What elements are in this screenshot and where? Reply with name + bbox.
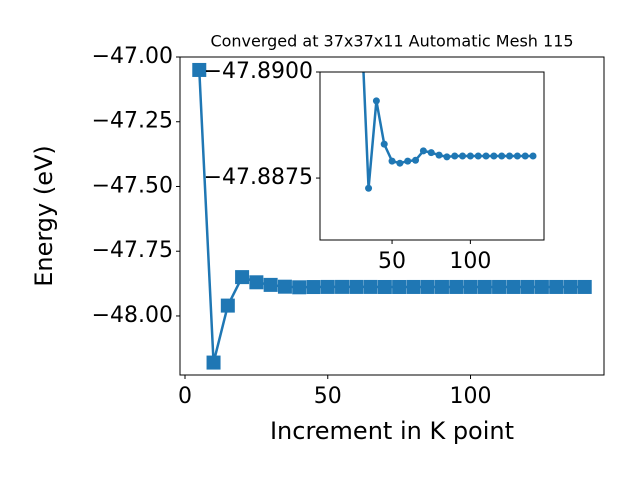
marker [434,279,449,294]
marker [377,279,392,294]
y-tick-label: −47.75 [92,238,173,263]
x-tick-label: 100 [449,249,491,274]
x-axis-label: Increment in K point [270,417,514,445]
marker [506,279,521,294]
marker [412,156,420,164]
x-tick-label: 0 [178,384,192,409]
axes-frame [319,71,545,241]
marker [420,279,435,294]
marker [477,279,492,294]
marker [263,277,278,292]
marker [549,279,564,294]
marker [388,157,396,165]
y-tick-label: −47.00 [92,44,173,69]
chart-title: Converged at 37x37x11 Automatic Mesh 115 [210,32,573,51]
marker [320,279,335,294]
marker [292,280,307,295]
marker [365,184,373,192]
marker [306,280,321,295]
marker [380,140,388,148]
marker [482,152,490,160]
marker [577,279,592,294]
marker [335,279,350,294]
marker [406,279,421,294]
marker [419,147,427,155]
y-tick-label: −47.25 [92,109,173,134]
marker [396,159,404,167]
marker [349,279,364,294]
marker [506,152,514,160]
marker [466,152,474,160]
marker [490,152,498,160]
y-tick-label: −48.00 [92,303,173,328]
y-tick-label: −47.8900 [204,59,313,84]
marker [435,151,443,159]
x-tick-label: 100 [450,384,492,409]
marker [206,355,221,370]
y-tick-label: −47.50 [92,173,173,198]
marker [392,279,407,294]
marker [520,279,535,294]
marker [372,97,380,105]
y-tick-label: −47.8875 [204,165,313,190]
marker [277,279,292,294]
line [198,69,585,363]
marker [235,270,250,285]
marker [220,298,235,313]
marker [534,279,549,294]
marker [513,152,521,160]
marker [492,279,507,294]
marker [449,279,464,294]
marker [363,279,378,294]
axes-frame [179,56,605,376]
series [357,5,537,192]
marker [498,152,506,160]
marker [521,152,529,160]
y-axis-label: Energy (eV) [30,145,58,287]
marker [451,152,459,160]
marker [192,62,207,77]
marker [529,152,537,160]
marker [459,152,467,160]
marker [427,149,435,157]
marker [404,157,412,165]
marker [249,275,264,290]
x-tick-label: 50 [314,384,342,409]
marker [563,279,578,294]
x-tick-label: 50 [378,249,406,274]
marker [443,153,451,161]
marker [463,279,478,294]
marker [357,5,364,12]
marker [474,152,482,160]
series [192,62,592,370]
